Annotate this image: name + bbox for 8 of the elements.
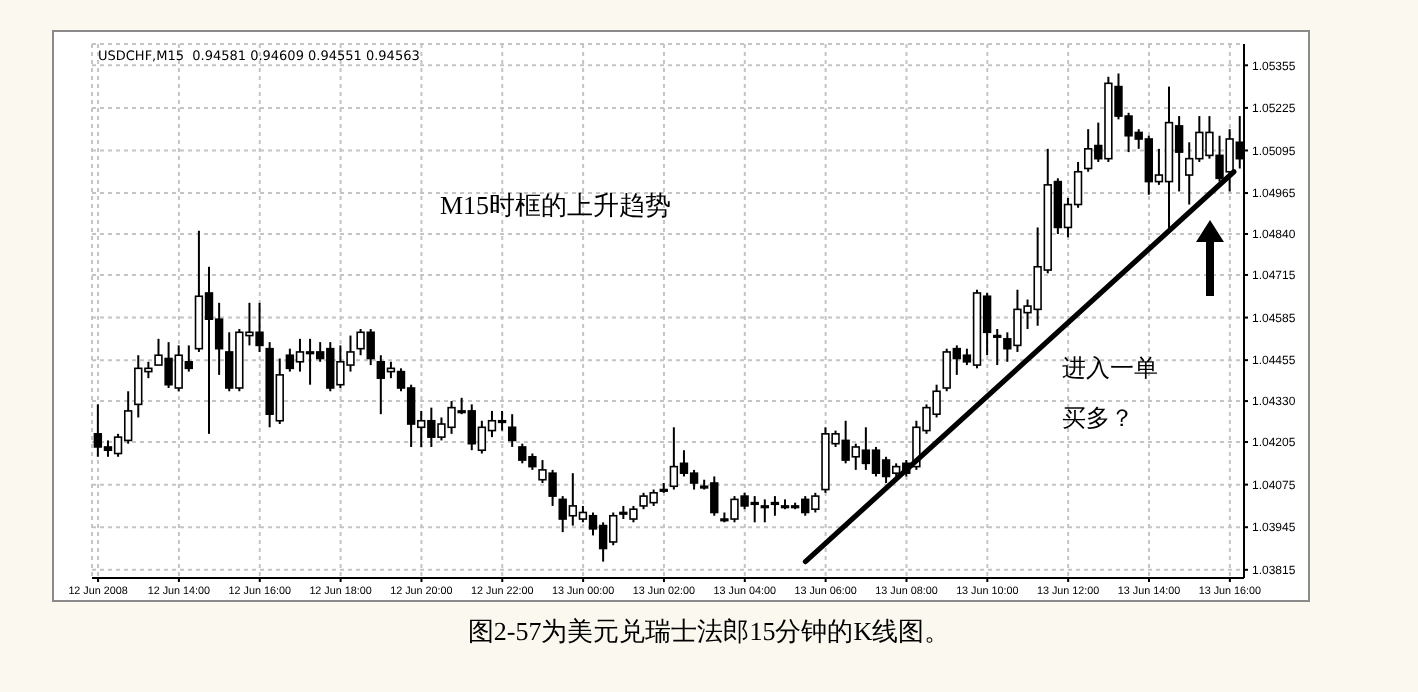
- candlestick: [507, 413, 517, 448]
- annotation: 进入一单: [1062, 352, 1158, 386]
- caption: 图2-57为美元兑瑞士法郎15分钟的K线图。: [465, 614, 953, 650]
- annotation: 买多？: [1062, 402, 1134, 436]
- candlestick: [760, 498, 770, 524]
- candlestick: [770, 495, 780, 517]
- candlestick: [993, 328, 1002, 367]
- annotation: M15时框的上升趋势: [440, 188, 672, 224]
